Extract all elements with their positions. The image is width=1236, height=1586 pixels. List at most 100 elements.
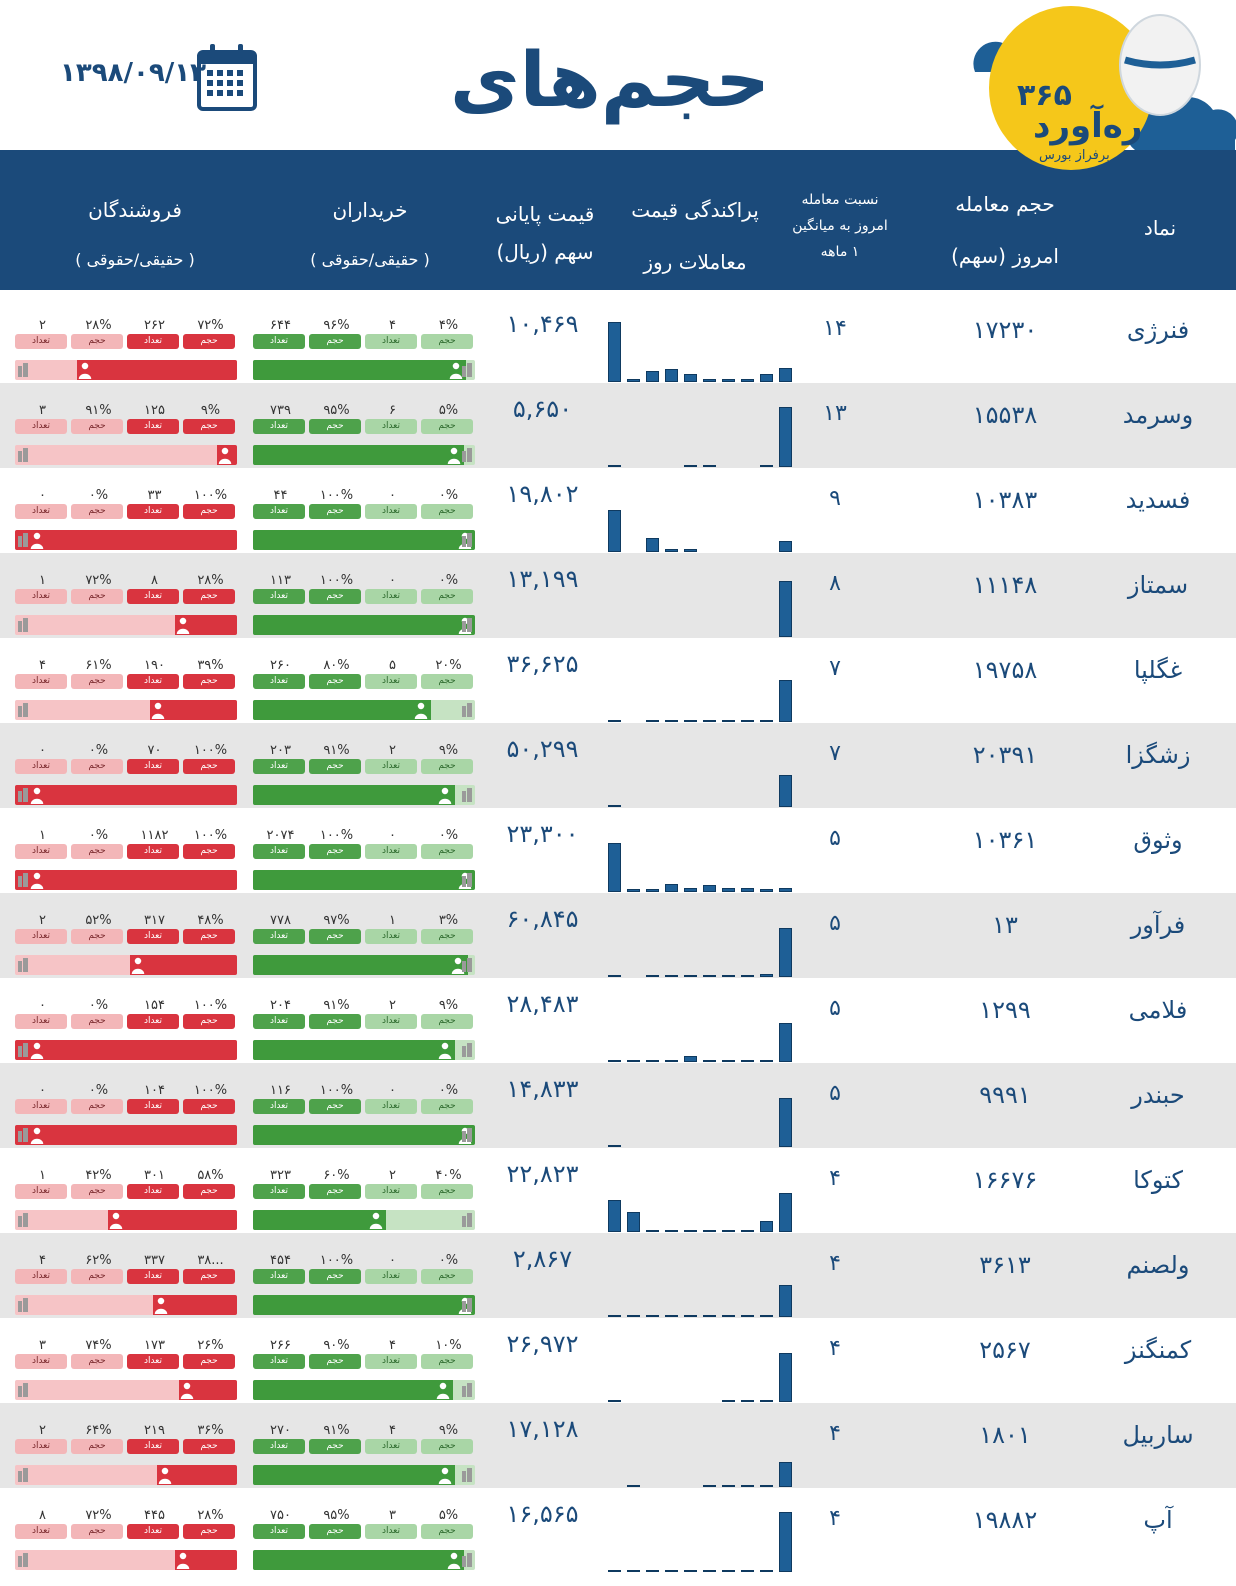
sell-inst-count: ۱ — [39, 1168, 46, 1183]
symbol-cell[interactable]: فنرژی — [1126, 316, 1190, 344]
symbol-cell[interactable]: ولصنم — [1126, 1251, 1190, 1279]
table-row: کمنگنز ۲۵۶۷ ۴ ۲۶,۹۷۲ ۲۶۶ ۹۰% ۴ ۱۰% تعداد حجم تعداد… — [0, 1318, 1236, 1403]
sell-count-tag: تعداد — [15, 1099, 67, 1114]
sell-inst-count: ۱ — [39, 573, 46, 588]
sparkline-bar — [646, 975, 659, 977]
buy-inst-volume: ۰% — [438, 573, 459, 588]
sell-volume-tag: حجم — [71, 759, 123, 774]
building-icon — [462, 1553, 472, 1567]
sparkline-bar — [760, 974, 773, 977]
price-dispersion-sparkline — [608, 308, 798, 382]
sparkline-bar — [627, 1315, 640, 1317]
buy-inst-count: ۱ — [389, 913, 396, 928]
sparkline-bar — [760, 465, 773, 467]
building-icon — [462, 1298, 472, 1312]
close-price-cell: ۵۰,۲۹۹ — [506, 735, 579, 763]
close-price-cell: ۲۳,۳۰۰ — [506, 820, 579, 848]
price-dispersion-sparkline — [608, 1498, 798, 1572]
buy-volume-tag: حجم — [309, 334, 361, 349]
price-dispersion-sparkline — [608, 1073, 798, 1147]
buyers-panel: ۲۰۷۴ ۱۰۰% ۰ ۰% تعداد حجم تعداد حجم — [253, 828, 475, 890]
buy-inst-count: ۳ — [389, 1508, 396, 1523]
symbol-cell[interactable]: فرآور — [1130, 911, 1186, 939]
symbol-cell[interactable]: زشگزا — [1125, 741, 1191, 769]
symbol-cell[interactable]: ساربیل — [1122, 1421, 1194, 1449]
symbol-cell[interactable]: آپ — [1143, 1506, 1173, 1534]
volume-cell: ۱۷۲۳۰ — [972, 316, 1038, 344]
sell-volume-tag: حجم — [183, 1439, 235, 1454]
sell-ind-count: ۴۴۵ — [144, 1508, 165, 1523]
buy-count-tag: تعداد — [365, 1439, 417, 1454]
sparkline-bar — [608, 720, 621, 722]
buy-count-tag: تعداد — [365, 1099, 417, 1114]
buyers-panel: ۲۷۰ ۹۱% ۴ ۹% تعداد حجم تعداد حجم — [253, 1423, 475, 1485]
person-icon — [437, 1041, 453, 1059]
sparkline-bar — [608, 843, 621, 892]
sparkline-bar — [684, 374, 697, 382]
sparkline-bar — [722, 1485, 735, 1487]
volume-cell: ۲۵۶۷ — [979, 1336, 1031, 1364]
sparkline-bar — [779, 1462, 792, 1487]
sparkline-bar — [741, 1315, 754, 1317]
symbol-cell[interactable]: سمتاز — [1127, 571, 1189, 599]
sparkline-bar — [779, 1023, 792, 1062]
buy-inst-volume: ۵% — [438, 403, 459, 418]
col-buyers: خریداران ( حقیقی/حقوقی ) — [310, 198, 430, 269]
building-icon — [462, 788, 472, 802]
buy-ind-count: ۱۱۶ — [270, 1083, 291, 1098]
volume-cell: ۱۶۶۷۶ — [972, 1166, 1038, 1194]
buyers-share-bar — [253, 1210, 475, 1230]
sparkline-bar — [684, 888, 697, 892]
symbol-cell[interactable]: کتوکا — [1133, 1166, 1183, 1194]
person-icon — [150, 701, 166, 719]
sparkline-bar — [627, 1570, 640, 1572]
sell-ind-count: ۷۰ — [147, 743, 162, 758]
ratio-cell: ۱۴ — [823, 316, 847, 341]
symbol-cell[interactable]: حبندر — [1131, 1081, 1185, 1109]
symbol-cell[interactable]: وسرمد — [1122, 401, 1194, 429]
buy-count-tag: تعداد — [253, 589, 305, 604]
sparkline-bar — [741, 1230, 754, 1232]
sell-inst-count: ۳ — [39, 1338, 46, 1353]
sell-inst-count: ۳ — [39, 403, 46, 418]
buy-count-tag: تعداد — [365, 1014, 417, 1029]
col-price: قیمت پایانی سهم (ریال) — [495, 202, 595, 264]
sparkline-bar — [646, 1230, 659, 1232]
sparkline-bar — [703, 1060, 716, 1062]
sparkline-bar — [608, 322, 621, 382]
sell-ind-volume: ۲۶% — [197, 1338, 224, 1353]
building-icon — [18, 1383, 28, 1397]
buy-ind-volume: ۱۰۰% — [319, 1253, 354, 1268]
buy-volume-tag: حجم — [309, 844, 361, 859]
price-dispersion-sparkline — [608, 988, 798, 1062]
sell-inst-volume: ۰% — [88, 743, 109, 758]
sell-count-tag: تعداد — [15, 929, 67, 944]
buy-inst-count: ۴ — [389, 1423, 396, 1438]
sell-ind-volume: ۱۰۰% — [193, 488, 228, 503]
symbol-cell[interactable]: فسدید — [1125, 486, 1191, 514]
sell-count-tag: تعداد — [127, 1439, 179, 1454]
symbol-cell[interactable]: غگلپا — [1133, 656, 1183, 684]
table-row: فلامی ۱۲۹۹ ۵ ۲۸,۴۸۳ ۲۰۴ ۹۱% ۲ ۹% تعداد حجم تعداد حج… — [0, 978, 1236, 1063]
symbol-cell[interactable]: وثوق — [1133, 826, 1183, 854]
symbol-cell[interactable]: فلامی — [1128, 996, 1188, 1024]
sparkline-bar — [608, 465, 621, 467]
sparkline-bar — [665, 1230, 678, 1232]
close-price-cell: ۲۲,۸۲۳ — [506, 1160, 579, 1188]
buy-count-tag: تعداد — [365, 589, 417, 604]
sell-ind-count: ۱۵۴ — [144, 998, 165, 1013]
sparkline-bar — [646, 1315, 659, 1317]
building-icon — [18, 1468, 28, 1482]
ratio-cell: ۴ — [829, 1251, 841, 1276]
buy-inst-volume: ۴۰% — [435, 1168, 462, 1183]
sell-count-tag: تعداد — [127, 334, 179, 349]
volume-cell: ۱۵۵۳۸ — [972, 401, 1038, 429]
sell-inst-volume: ۰% — [88, 1083, 109, 1098]
sell-inst-count: ۰ — [39, 743, 46, 758]
buy-count-tag: تعداد — [253, 929, 305, 944]
sell-ind-count: ۲۱۹ — [144, 1423, 165, 1438]
sparkline-bar — [665, 1060, 678, 1062]
symbol-cell[interactable]: کمنگنز — [1124, 1336, 1192, 1364]
ratio-cell: ۵ — [829, 1081, 841, 1106]
sellers-panel: ۱ ۴۲% ۳۰۱ ۵۸% تعداد حجم تعداد حجم — [15, 1168, 237, 1230]
